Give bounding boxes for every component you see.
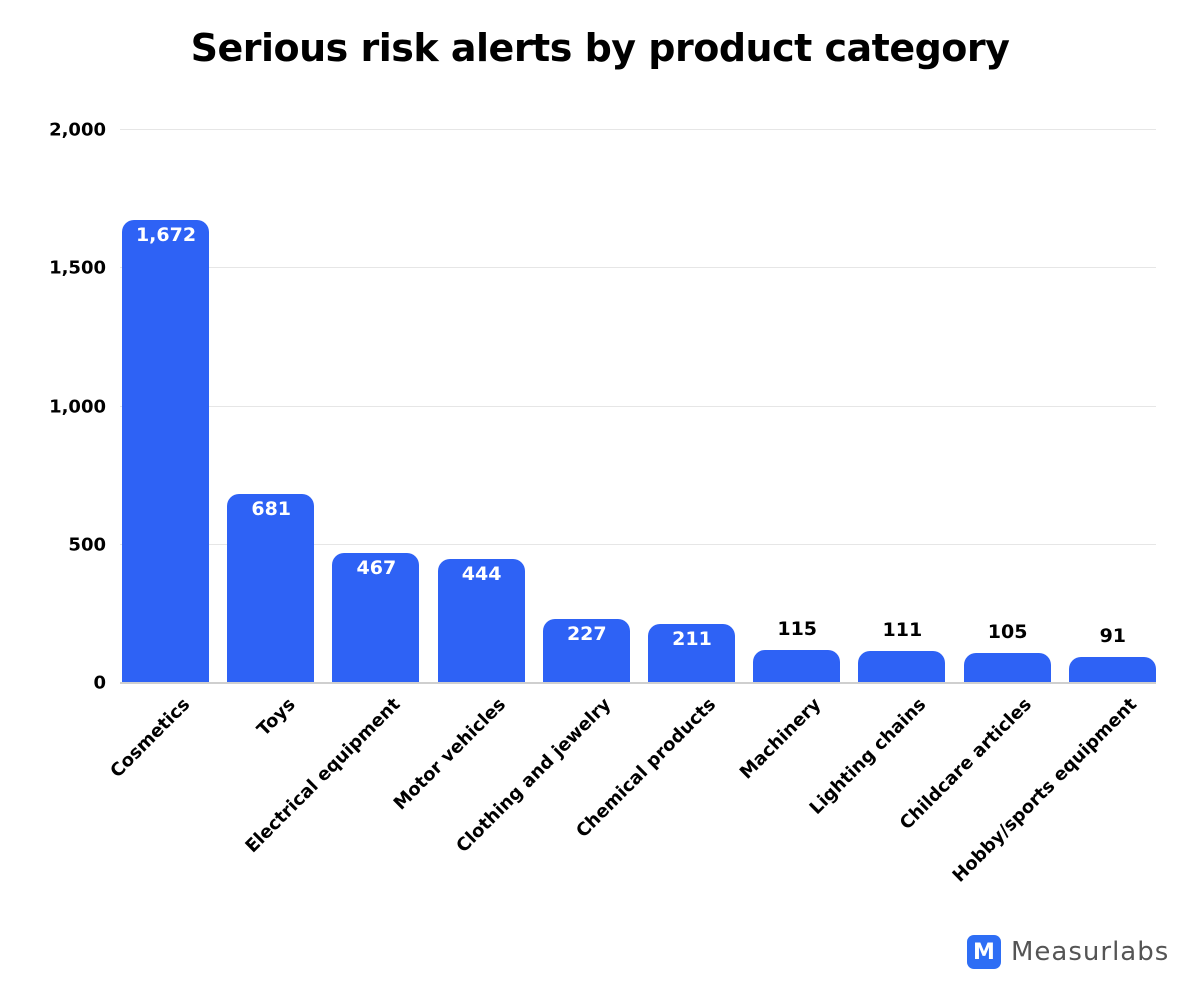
- bar: [122, 219, 209, 682]
- bar: [648, 623, 735, 682]
- x-category-label: Lighting chains: [806, 694, 931, 819]
- gridline: [120, 129, 1156, 130]
- bar-value-label: 211: [672, 627, 712, 650]
- y-tick-label: 1,000: [49, 396, 106, 417]
- bar: [1068, 656, 1156, 682]
- x-category-label: Hobby/sports equipment: [948, 694, 1142, 887]
- measurlabs-logo-icon: M: [967, 935, 1001, 969]
- bar: [753, 650, 841, 682]
- bar: [332, 552, 420, 682]
- bar: [542, 619, 630, 682]
- y-tick-label: 500: [68, 534, 106, 556]
- x-category-label: Toys: [253, 694, 300, 741]
- bar: [437, 559, 525, 682]
- bar: [858, 651, 946, 682]
- bar-value-label: 91: [1099, 624, 1127, 647]
- bar-value-label: 467: [356, 556, 397, 579]
- bar: [227, 493, 315, 682]
- chart-title: Serious risk alerts by product category: [190, 26, 1010, 70]
- bar-value-label: 105: [987, 620, 1028, 643]
- bar-value-label: 227: [566, 623, 607, 646]
- bar-value-label: 111: [882, 619, 923, 642]
- x-axis-line: [120, 682, 1156, 684]
- y-tick-label: 0: [93, 672, 106, 694]
- y-tick-label: 1,500: [49, 257, 106, 279]
- x-category-label: Motor vehicles: [389, 694, 510, 815]
- x-category-label: Machinery: [736, 694, 826, 784]
- brand-name: Measurlabs: [1011, 937, 1170, 967]
- gridline: [120, 267, 1156, 269]
- gridline: [120, 405, 1156, 407]
- bar-value-label: 444: [461, 563, 502, 586]
- bar-value-label: 1,672: [135, 223, 197, 246]
- bar: [963, 652, 1051, 682]
- brand-logo: M Measurlabs: [967, 935, 1169, 969]
- x-category-label: Cosmetics: [106, 694, 195, 782]
- bar-value-label: 681: [251, 497, 292, 520]
- gridline: [120, 543, 1156, 545]
- y-tick-label: 2,000: [49, 119, 106, 141]
- bar-value-label: 115: [777, 618, 818, 641]
